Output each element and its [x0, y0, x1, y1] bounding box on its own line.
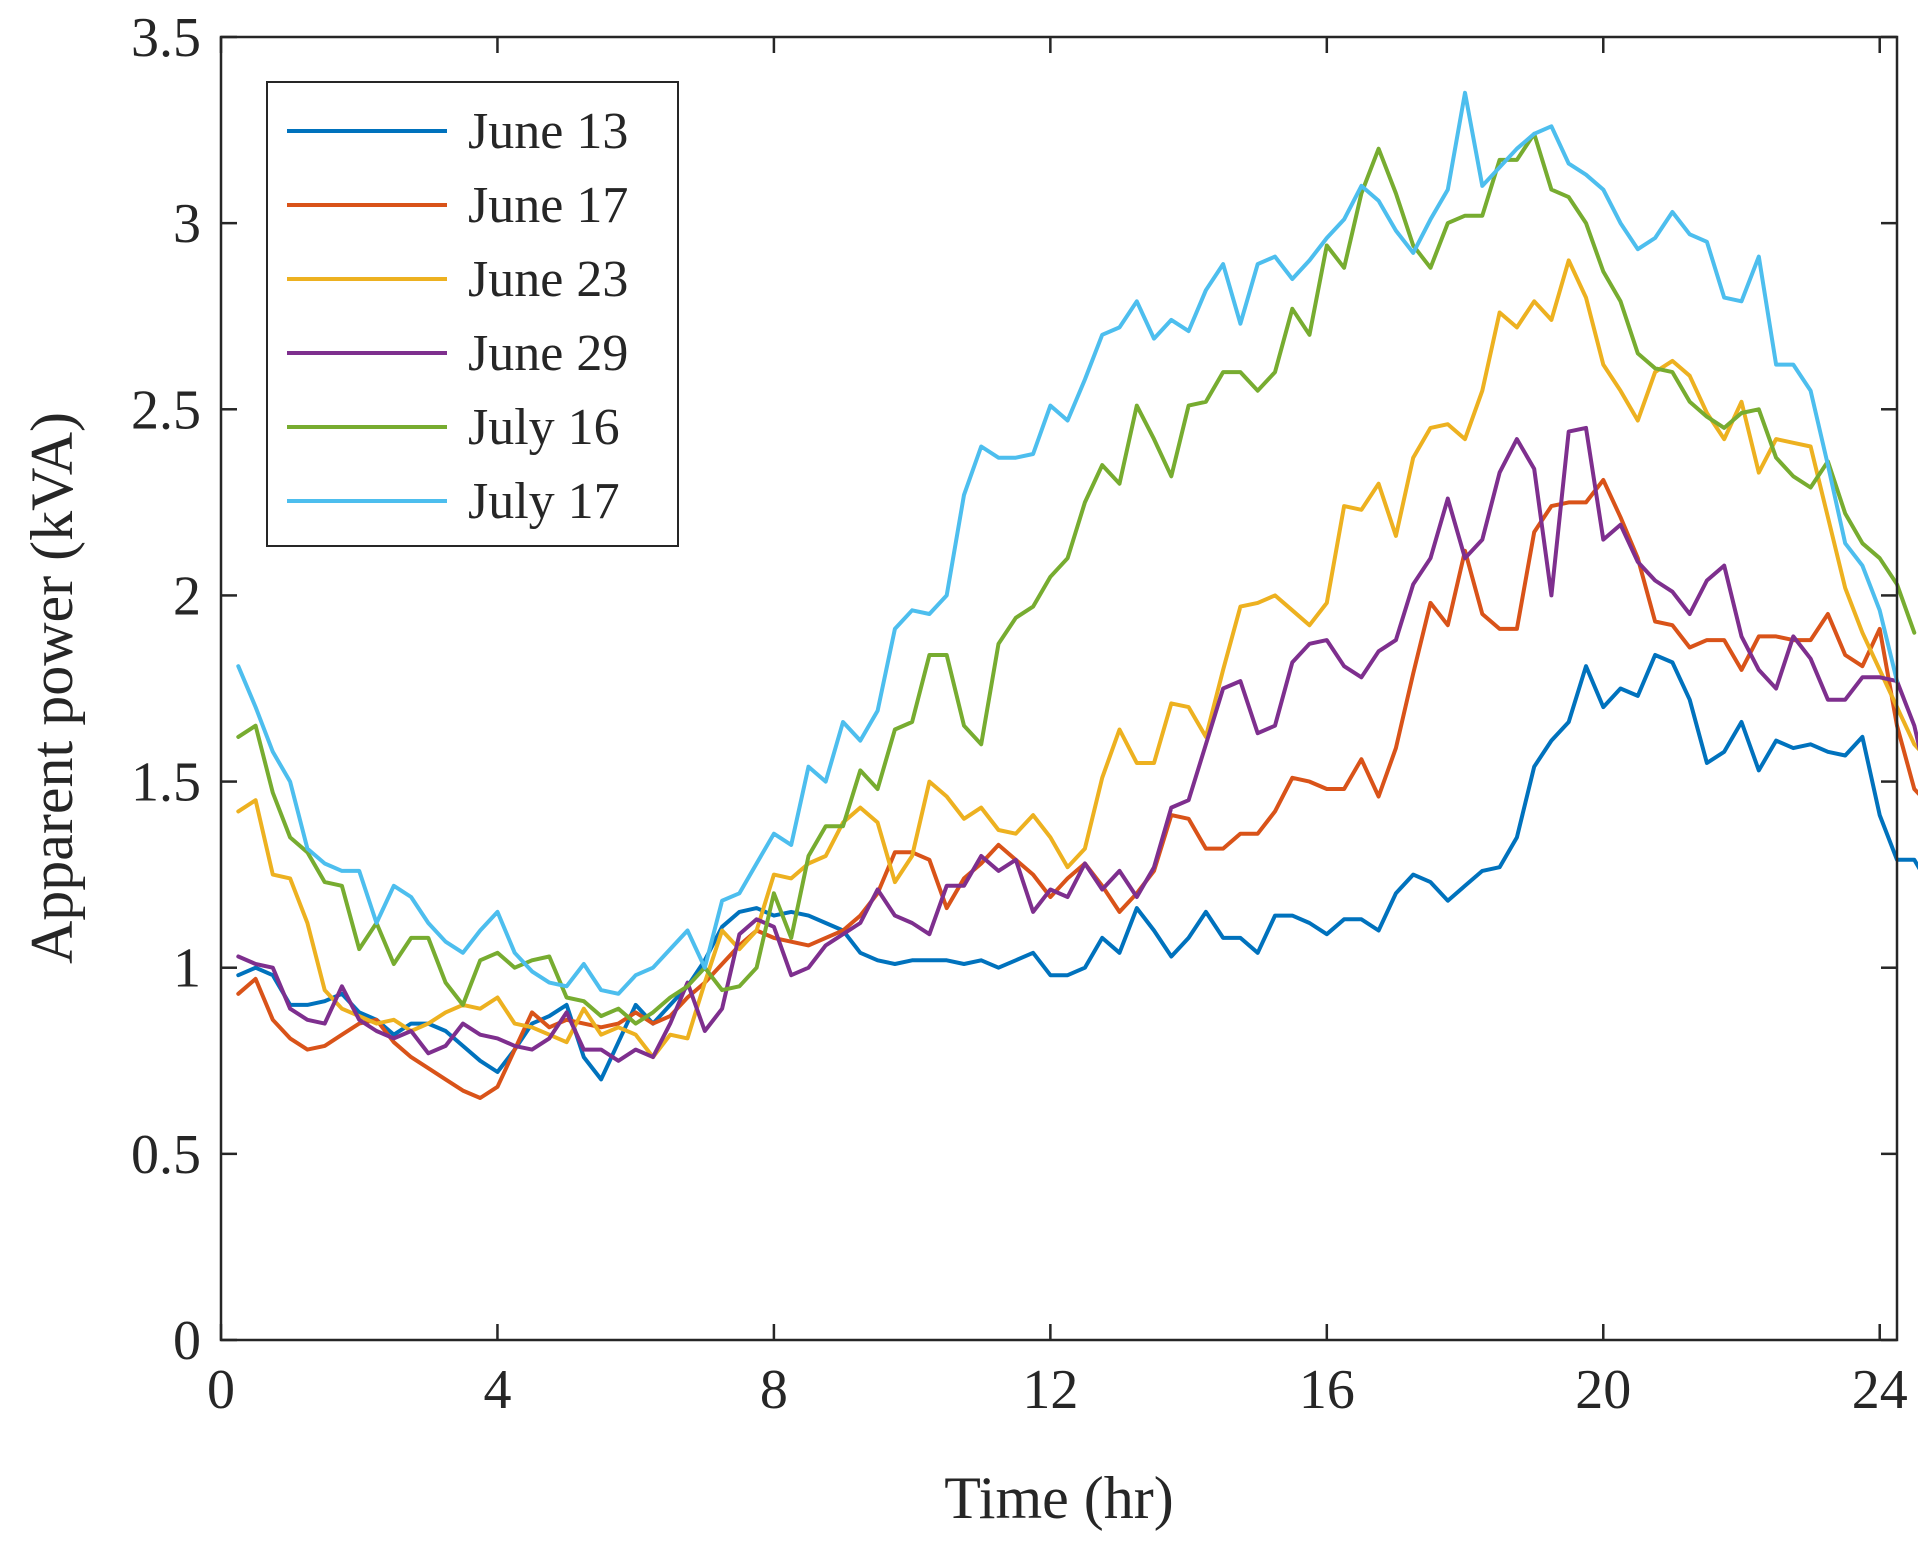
y-axis-label: Apparent power (kVA)	[19, 412, 85, 964]
x-tick-label: 4	[483, 1359, 511, 1421]
series-line-july-17	[236, 90, 1899, 996]
legend-label: June 17	[468, 177, 628, 234]
x-tick-label: 24	[1852, 1359, 1908, 1421]
ticks-layer: 0 4 8 12 16 20 24 0 0.5 1 1.5 2 2.5 3 3.5	[131, 7, 1908, 1421]
x-tick-label: 16	[1299, 1359, 1355, 1421]
y-tick-label: 1	[173, 938, 201, 1000]
y-tick-label: 0	[173, 1310, 201, 1372]
series-line-june-13	[236, 653, 1918, 1082]
y-tick-label: 0.5	[131, 1124, 201, 1186]
legend: June 13 June 17 June 23 June 29 July 16 July …	[266, 81, 679, 547]
plot-frame	[219, 35, 1899, 1342]
legend-box	[266, 81, 679, 547]
y-tick-label: 3.5	[131, 7, 201, 69]
series-line-july-16	[236, 131, 1917, 1026]
y-tick-label: 3	[173, 193, 201, 255]
x-tick-label: 20	[1575, 1359, 1631, 1421]
legend-label: June 23	[468, 251, 628, 308]
x-tick-label: 12	[1022, 1359, 1078, 1421]
x-tick-label: 0	[207, 1359, 235, 1421]
x-axis-label: Time (hr)	[944, 1465, 1173, 1531]
legend-label: July 16	[468, 399, 620, 456]
x-tick-label: 8	[760, 1359, 788, 1421]
legend-label: June 13	[468, 103, 628, 160]
y-tick-label: 2	[173, 565, 201, 627]
series-layer	[236, 90, 1918, 1100]
y-tick-label: 2.5	[131, 379, 201, 441]
legend-label: July 17	[468, 473, 620, 530]
legend-label: June 29	[468, 325, 628, 382]
series-line-june-23	[236, 258, 1918, 1060]
y-tick-label: 1.5	[131, 752, 201, 814]
series-line-june-29	[236, 425, 1918, 1063]
